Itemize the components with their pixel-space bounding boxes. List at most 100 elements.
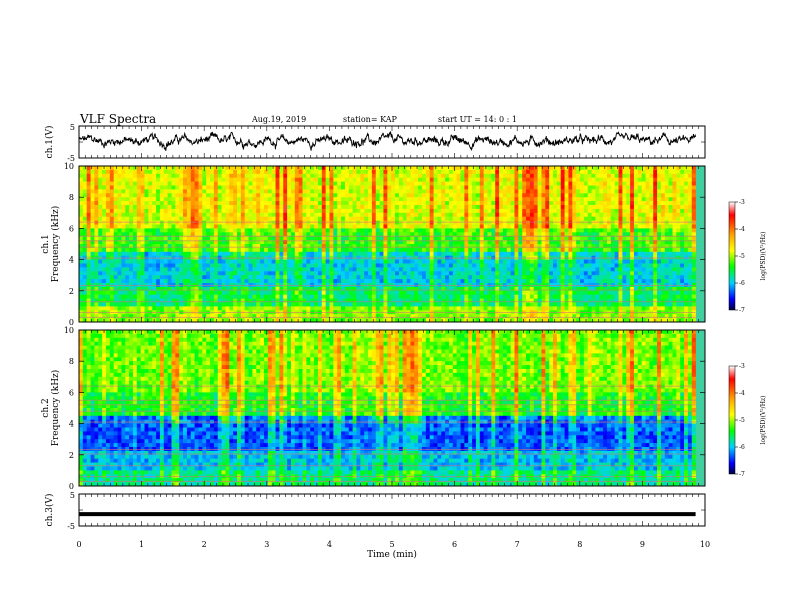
spectrogram-cell: [618, 169, 623, 175]
spectrogram-cell: [460, 263, 465, 268]
spectrogram-cell: [210, 267, 215, 272]
spectrogram-cell: [545, 247, 550, 253]
spectrogram-cell: [109, 236, 114, 241]
spectrogram-cell: [664, 251, 669, 256]
spectrogram-cell: [156, 232, 161, 237]
spectrogram-cell: [290, 240, 296, 245]
spectrogram-cell: [263, 275, 269, 280]
spectrogram-cell: [356, 208, 361, 214]
spectrogram-cell: [329, 216, 334, 221]
spectrogram-cell: [684, 193, 689, 198]
spectrogram-cell: [595, 212, 600, 217]
spectrogram-cell: [668, 271, 673, 276]
spectrogram-cell: [483, 220, 488, 225]
spectrogram-cell: [186, 212, 192, 217]
spectrogram-cell: [167, 181, 172, 186]
spectrogram-cell: [364, 185, 369, 190]
spectrogram-cell: [198, 189, 203, 194]
spectrogram-cell: [287, 189, 292, 194]
spectrogram-cell: [603, 173, 608, 178]
spectrogram-cell: [225, 169, 230, 175]
spectrogram-cell: [156, 181, 161, 186]
spectrogram-cell: [314, 244, 319, 249]
spectrogram-cell: [183, 169, 188, 175]
spectrogram-cell: [576, 201, 581, 206]
spectrogram-cell: [129, 244, 134, 249]
spectrogram-cell: [456, 216, 461, 221]
spectrogram-cell: [237, 267, 242, 272]
spectrogram-cell: [298, 177, 303, 182]
spectrogram-cell: [687, 263, 693, 268]
spectrogram-cell: [460, 251, 465, 256]
spectrogram-cell: [302, 224, 307, 229]
spectrogram-cell: [556, 263, 562, 268]
spectrogram-cell: [283, 193, 288, 198]
spectrogram-cell: [518, 193, 523, 198]
spectrogram-cell: [348, 201, 353, 206]
spectrogram-cell: [94, 166, 99, 171]
spectrogram-cell: [186, 185, 192, 190]
spectrogram-cell: [275, 189, 280, 194]
spectrogram-cell: [144, 212, 149, 217]
spectrogram-cell: [371, 236, 377, 241]
spectrogram-cell: [499, 193, 504, 198]
spectrogram-cell: [82, 271, 87, 276]
spectrogram-cell: [290, 205, 296, 210]
spectrogram-cell: [94, 169, 99, 175]
spectrogram-cell: [213, 166, 219, 171]
spectrogram-cell: [337, 173, 342, 178]
spectrogram-cell: [456, 259, 461, 264]
spectrogram-cell: [448, 263, 454, 268]
spectrogram-cell: [360, 166, 365, 171]
spectrogram-cell: [98, 212, 103, 217]
spectrogram-cell: [333, 228, 338, 233]
spectrogram-cell: [425, 197, 430, 202]
spectrogram-cell: [329, 212, 334, 217]
spectrogram-cell: [676, 263, 681, 268]
spectrogram-cell: [302, 271, 307, 276]
spectrogram-cell: [429, 236, 434, 241]
spectrogram-cell: [618, 216, 623, 221]
spectrogram-cell: [348, 216, 353, 221]
spectrogram-cell: [626, 259, 631, 264]
spectrogram-cell: [676, 197, 681, 202]
spectrogram-cell: [437, 193, 442, 198]
spectrogram-cell: [387, 244, 392, 249]
spectrogram-cell: [456, 169, 461, 175]
spectrogram-cell: [395, 271, 400, 276]
spectrogram-cell: [317, 181, 323, 186]
spectrogram-cell: [260, 193, 265, 198]
spectrogram-cell: [102, 189, 107, 194]
spectrogram-cell: [676, 259, 681, 264]
spectrogram-cell: [437, 279, 442, 284]
spectrogram-cell: [183, 181, 188, 186]
spectrogram-cell: [445, 232, 450, 237]
spectrogram-cell: [221, 173, 226, 178]
spectrogram-cell: [448, 201, 454, 206]
spectrogram-cell: [626, 240, 631, 245]
spectrogram-cell: [456, 267, 461, 272]
spectrogram-cell: [179, 185, 184, 190]
spectrogram-cell: [645, 275, 650, 280]
spectrogram-cell: [248, 259, 253, 264]
spectrogram-cell: [599, 228, 604, 233]
spectrogram-cell: [375, 216, 380, 221]
spectrogram-cell: [633, 185, 639, 190]
spectrogram-cell: [163, 236, 168, 241]
spectrogram-cell: [641, 224, 646, 229]
spectrogram-cell: [325, 267, 330, 272]
spectrogram-cell: [421, 251, 427, 256]
spectrogram-cell: [684, 189, 689, 194]
spectrogram-cell: [549, 247, 554, 253]
spectrogram-cell: [186, 251, 192, 256]
spectrogram-cell: [267, 216, 272, 221]
spectrogram-cell: [379, 236, 384, 241]
spectrogram-cell: [329, 240, 334, 245]
spectrogram-cell: [221, 236, 226, 241]
spectrogram-cell: [159, 271, 165, 276]
spectrogram-cell: [337, 224, 342, 229]
spectrogram-cell: [618, 267, 623, 272]
spectrogram-cell: [599, 263, 604, 268]
spectrogram-cell: [691, 263, 696, 268]
spectrogram-cell: [564, 208, 569, 214]
